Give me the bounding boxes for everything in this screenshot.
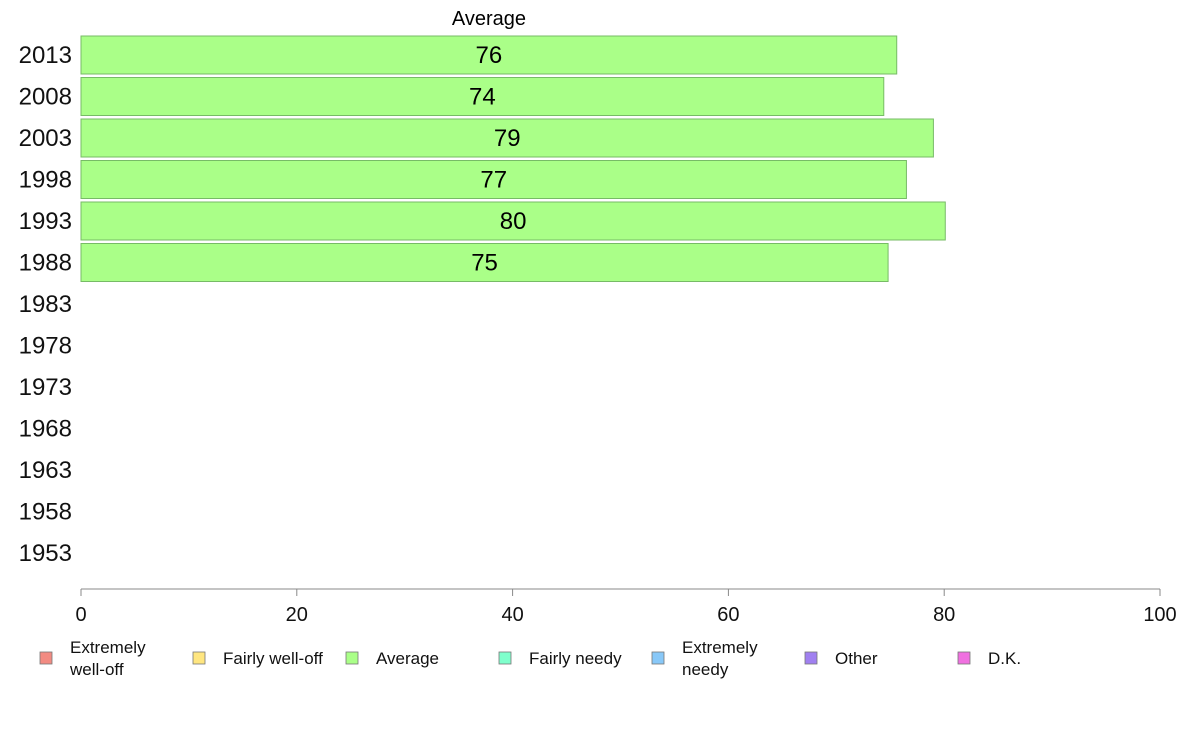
category-label: 1968: [19, 416, 72, 443]
legend-label: D.K.: [988, 649, 1021, 668]
bar: [80, 77, 885, 116]
x-axis: 0 20 40 60 80 100: [75, 588, 1177, 626]
legend-item: Fairly needy: [498, 649, 622, 668]
legend-swatch: [651, 651, 665, 665]
legend-swatch: [804, 651, 818, 665]
legend-swatch: [498, 651, 512, 665]
x-tick-label: 80: [933, 604, 955, 626]
category-label: 1953: [19, 540, 72, 567]
x-tick-label: 0: [75, 604, 86, 626]
bar: [80, 160, 907, 199]
category-label: 2013: [19, 42, 72, 69]
category-labels: 2013 2008 2003 1998 1993 1988 1983 1978 1973 1968…: [19, 42, 72, 567]
bar: [80, 201, 946, 241]
legend-item: Other: [804, 649, 878, 668]
category-label: 2008: [19, 84, 72, 111]
bar-value-label: 75: [471, 250, 498, 277]
bar-value-label: 79: [494, 125, 521, 152]
legend-label: Average: [376, 649, 439, 668]
category-label: 1973: [19, 374, 72, 401]
bar: [80, 118, 934, 158]
bar-value-label: 80: [500, 208, 527, 235]
bar-value-label: 77: [480, 167, 507, 194]
category-label: 1998: [19, 167, 72, 194]
category-label: 2003: [19, 125, 72, 152]
category-label: 1958: [19, 499, 72, 526]
legend-label: Fairly well-off: [223, 649, 323, 668]
x-tick-label: 20: [286, 604, 308, 626]
legend: Extremely well-off Fairly well-off Average F…: [39, 638, 1021, 679]
legend-item: Fairly well-off: [192, 649, 323, 668]
legend-label: Fairly needy: [529, 649, 622, 668]
bar: [80, 35, 898, 75]
category-label: 1963: [19, 457, 72, 484]
legend-label: Extremely well-off: [69, 638, 146, 679]
legend-swatch: [39, 651, 53, 665]
x-tick-label: 40: [501, 604, 523, 626]
bar: [80, 243, 889, 282]
category-label: 1988: [19, 250, 72, 277]
category-label: 1983: [19, 291, 72, 318]
legend-swatch: [345, 651, 359, 665]
bar-value-label: 76: [476, 42, 503, 69]
x-tick-label: 60: [717, 604, 739, 626]
legend-swatch: [957, 651, 971, 665]
legend-item: Average: [345, 649, 439, 668]
category-label: 1978: [19, 333, 72, 360]
legend-item: D.K.: [957, 649, 1021, 668]
x-tick-label: 100: [1143, 604, 1176, 626]
legend-label: Extremely needy: [682, 638, 758, 679]
legend-label: Other: [835, 649, 878, 668]
legend-item: Extremely well-off: [39, 638, 146, 679]
legend-swatch: [192, 651, 206, 665]
category-label: 1993: [19, 208, 72, 235]
bar-value-label: 74: [469, 84, 496, 111]
panel-title: Average: [452, 8, 526, 30]
legend-item: Extremely needy: [651, 638, 758, 679]
